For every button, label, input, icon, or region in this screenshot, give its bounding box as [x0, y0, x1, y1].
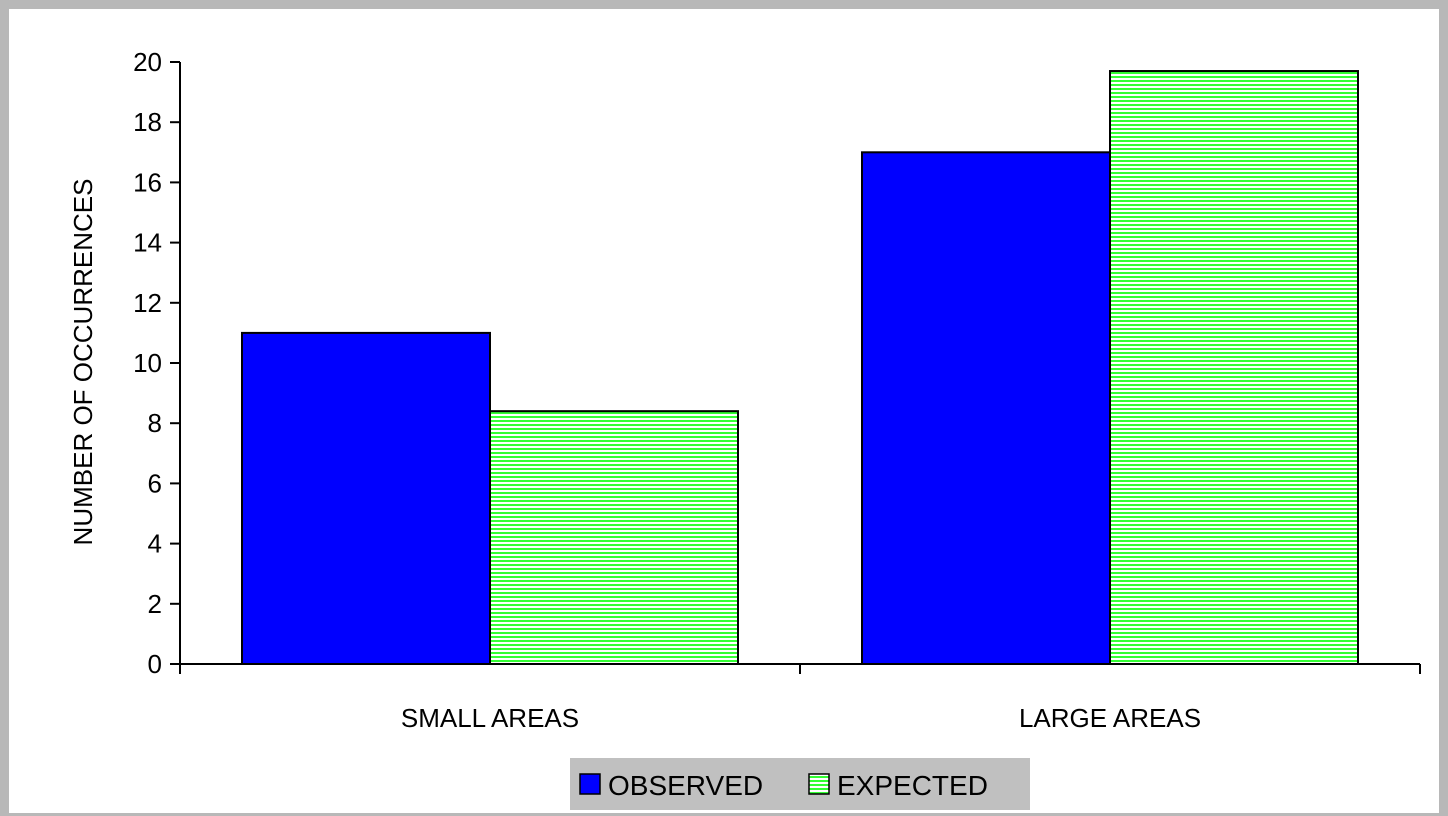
- y-axis-title: NUMBER OF OCCURRENCES: [68, 179, 98, 546]
- y-tick-label: 4: [148, 529, 162, 559]
- y-tick-label: 10: [133, 348, 162, 378]
- legend-label-expected: EXPECTED: [837, 770, 988, 801]
- bar-expected-small-areas: [489, 410, 739, 665]
- legend-swatch-expected: [808, 773, 830, 795]
- y-tick-label: 14: [133, 228, 162, 258]
- legend: OBSERVED EXPECTED: [570, 758, 1030, 810]
- bars-layer: [241, 70, 1359, 666]
- legend-box: [570, 758, 1030, 810]
- bar-observed-large-areas: [861, 151, 1111, 666]
- x-category-label: LARGE AREAS: [1019, 703, 1201, 733]
- category-labels: SMALL AREAS LARGE AREAS: [401, 703, 1201, 733]
- bar-observed-small-areas: [241, 331, 491, 665]
- x-category-label: SMALL AREAS: [401, 703, 579, 733]
- legend-label-observed: OBSERVED: [608, 770, 763, 801]
- y-tick-label: 6: [148, 468, 162, 498]
- y-tick-label: 12: [133, 288, 162, 318]
- y-tick-label: 20: [133, 47, 162, 77]
- ticks-layer: 0 2 4 6 8 10 12 14 16 18 20: [133, 47, 1421, 679]
- y-tick-label: 16: [133, 167, 162, 197]
- y-tick-label: 18: [133, 107, 162, 137]
- y-tick-label: 8: [148, 408, 162, 438]
- y-tick-label: 2: [148, 589, 162, 619]
- y-tick-label: 0: [148, 649, 162, 679]
- legend-swatch-observed: [579, 773, 601, 795]
- bar-expected-large-areas: [1109, 70, 1359, 665]
